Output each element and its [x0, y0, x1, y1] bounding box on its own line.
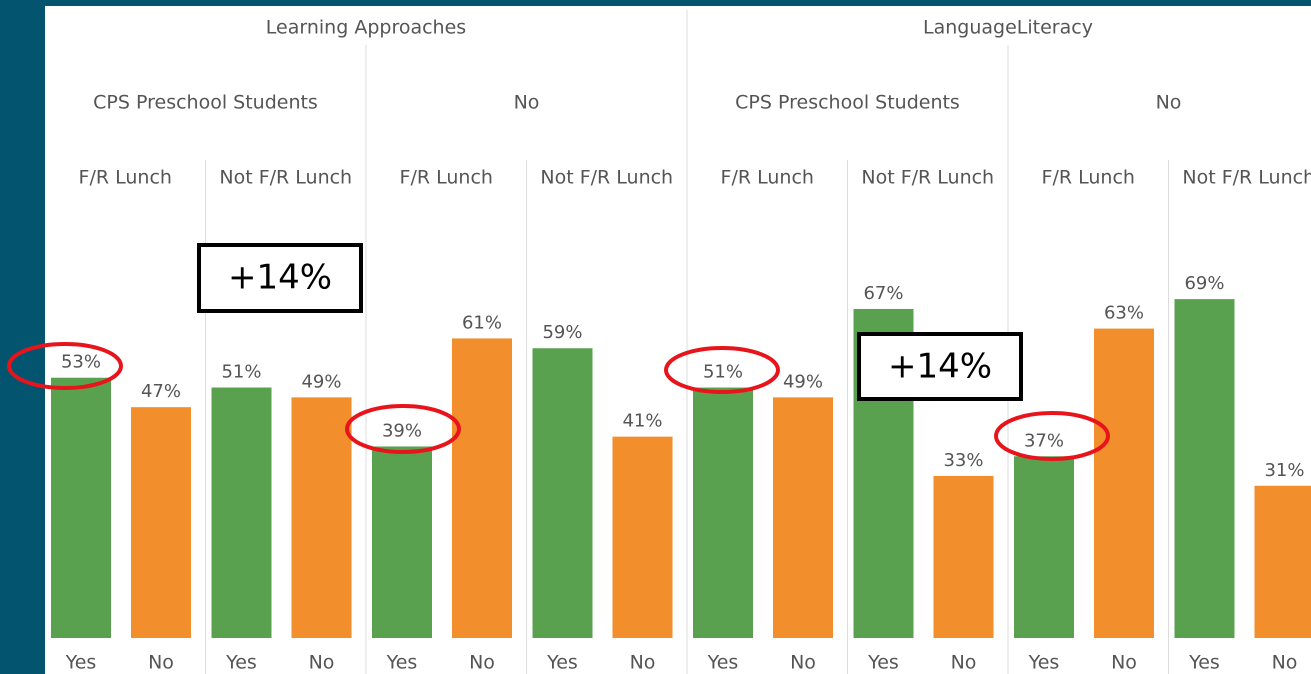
x-tick-label: No — [148, 652, 174, 674]
annotation-box — [197, 243, 363, 313]
overlay: +14% +14% — [7, 243, 1110, 461]
labels: Learning Approaches LanguageLiteracy CPS P… — [61, 17, 1311, 674]
bar — [1254, 485, 1311, 638]
bars — [51, 299, 1311, 638]
x-tick-label: Yes — [1028, 652, 1060, 674]
group-label: Learning Approaches — [266, 17, 466, 39]
value-label: 53% — [61, 352, 101, 373]
subgroup-label: No — [514, 92, 540, 114]
value-label: 61% — [462, 312, 502, 333]
bar — [693, 387, 753, 638]
highlight-ellipse — [345, 404, 461, 454]
subgroup-label: CPS Preschool Students — [93, 92, 318, 114]
bar — [452, 338, 512, 638]
subgroup-label: CPS Preschool Students — [735, 92, 960, 114]
category-label: F/R Lunch — [79, 167, 172, 189]
x-tick-label: Yes — [867, 652, 899, 674]
highlight-ellipse — [664, 346, 780, 394]
value-label: 51% — [221, 362, 261, 383]
x-tick-label: No — [790, 652, 816, 674]
annotation-box — [857, 332, 1023, 401]
bar — [1014, 456, 1074, 638]
category-label: Not F/R Lunch — [540, 167, 673, 189]
category-label: F/R Lunch — [721, 167, 814, 189]
bar — [1094, 328, 1154, 638]
value-label: 33% — [943, 450, 983, 471]
bar — [773, 397, 833, 638]
highlight-ellipse — [7, 342, 123, 390]
category-label: Not F/R Lunch — [219, 167, 352, 189]
category-label: Not F/R Lunch — [1182, 167, 1311, 189]
x-tick-label: Yes — [707, 652, 739, 674]
value-label: 41% — [622, 411, 662, 432]
x-tick-label: Yes — [225, 652, 257, 674]
x-tick-label: No — [951, 652, 977, 674]
x-tick-label: No — [469, 652, 495, 674]
value-label: 63% — [1104, 303, 1144, 324]
bar — [291, 397, 352, 638]
highlight-ellipse — [994, 411, 1110, 461]
value-label: 69% — [1184, 273, 1224, 294]
value-label: 59% — [542, 322, 582, 343]
value-label: 49% — [301, 371, 341, 392]
x-tick-label: No — [1272, 652, 1298, 674]
annotation: +14% — [888, 347, 992, 387]
bar — [131, 407, 191, 638]
subgroup-label: No — [1156, 92, 1182, 114]
x-tick-label: No — [1111, 652, 1137, 674]
bar — [211, 387, 272, 638]
category-label: Not F/R Lunch — [861, 167, 994, 189]
value-label: 67% — [863, 283, 903, 304]
value-label: 49% — [783, 371, 823, 392]
bar — [1174, 299, 1235, 638]
bar — [51, 377, 111, 638]
x-tick-label: Yes — [65, 652, 97, 674]
category-label: F/R Lunch — [400, 167, 493, 189]
bar — [612, 436, 673, 638]
x-tick-label: Yes — [546, 652, 578, 674]
group-label: LanguageLiteracy — [923, 17, 1093, 39]
category-label: F/R Lunch — [1042, 167, 1135, 189]
x-tick-label: No — [630, 652, 656, 674]
x-tick-label: Yes — [1188, 652, 1220, 674]
bar — [532, 348, 593, 638]
value-label: 31% — [1264, 460, 1304, 481]
bar — [372, 446, 432, 638]
value-label: 47% — [141, 381, 181, 402]
x-tick-label: No — [309, 652, 335, 674]
x-tick-label: Yes — [386, 652, 418, 674]
value-label: 51% — [703, 362, 743, 383]
value-label: 37% — [1024, 430, 1064, 451]
bar — [933, 475, 994, 638]
value-label: 39% — [382, 420, 422, 441]
annotation: +14% — [228, 258, 332, 298]
